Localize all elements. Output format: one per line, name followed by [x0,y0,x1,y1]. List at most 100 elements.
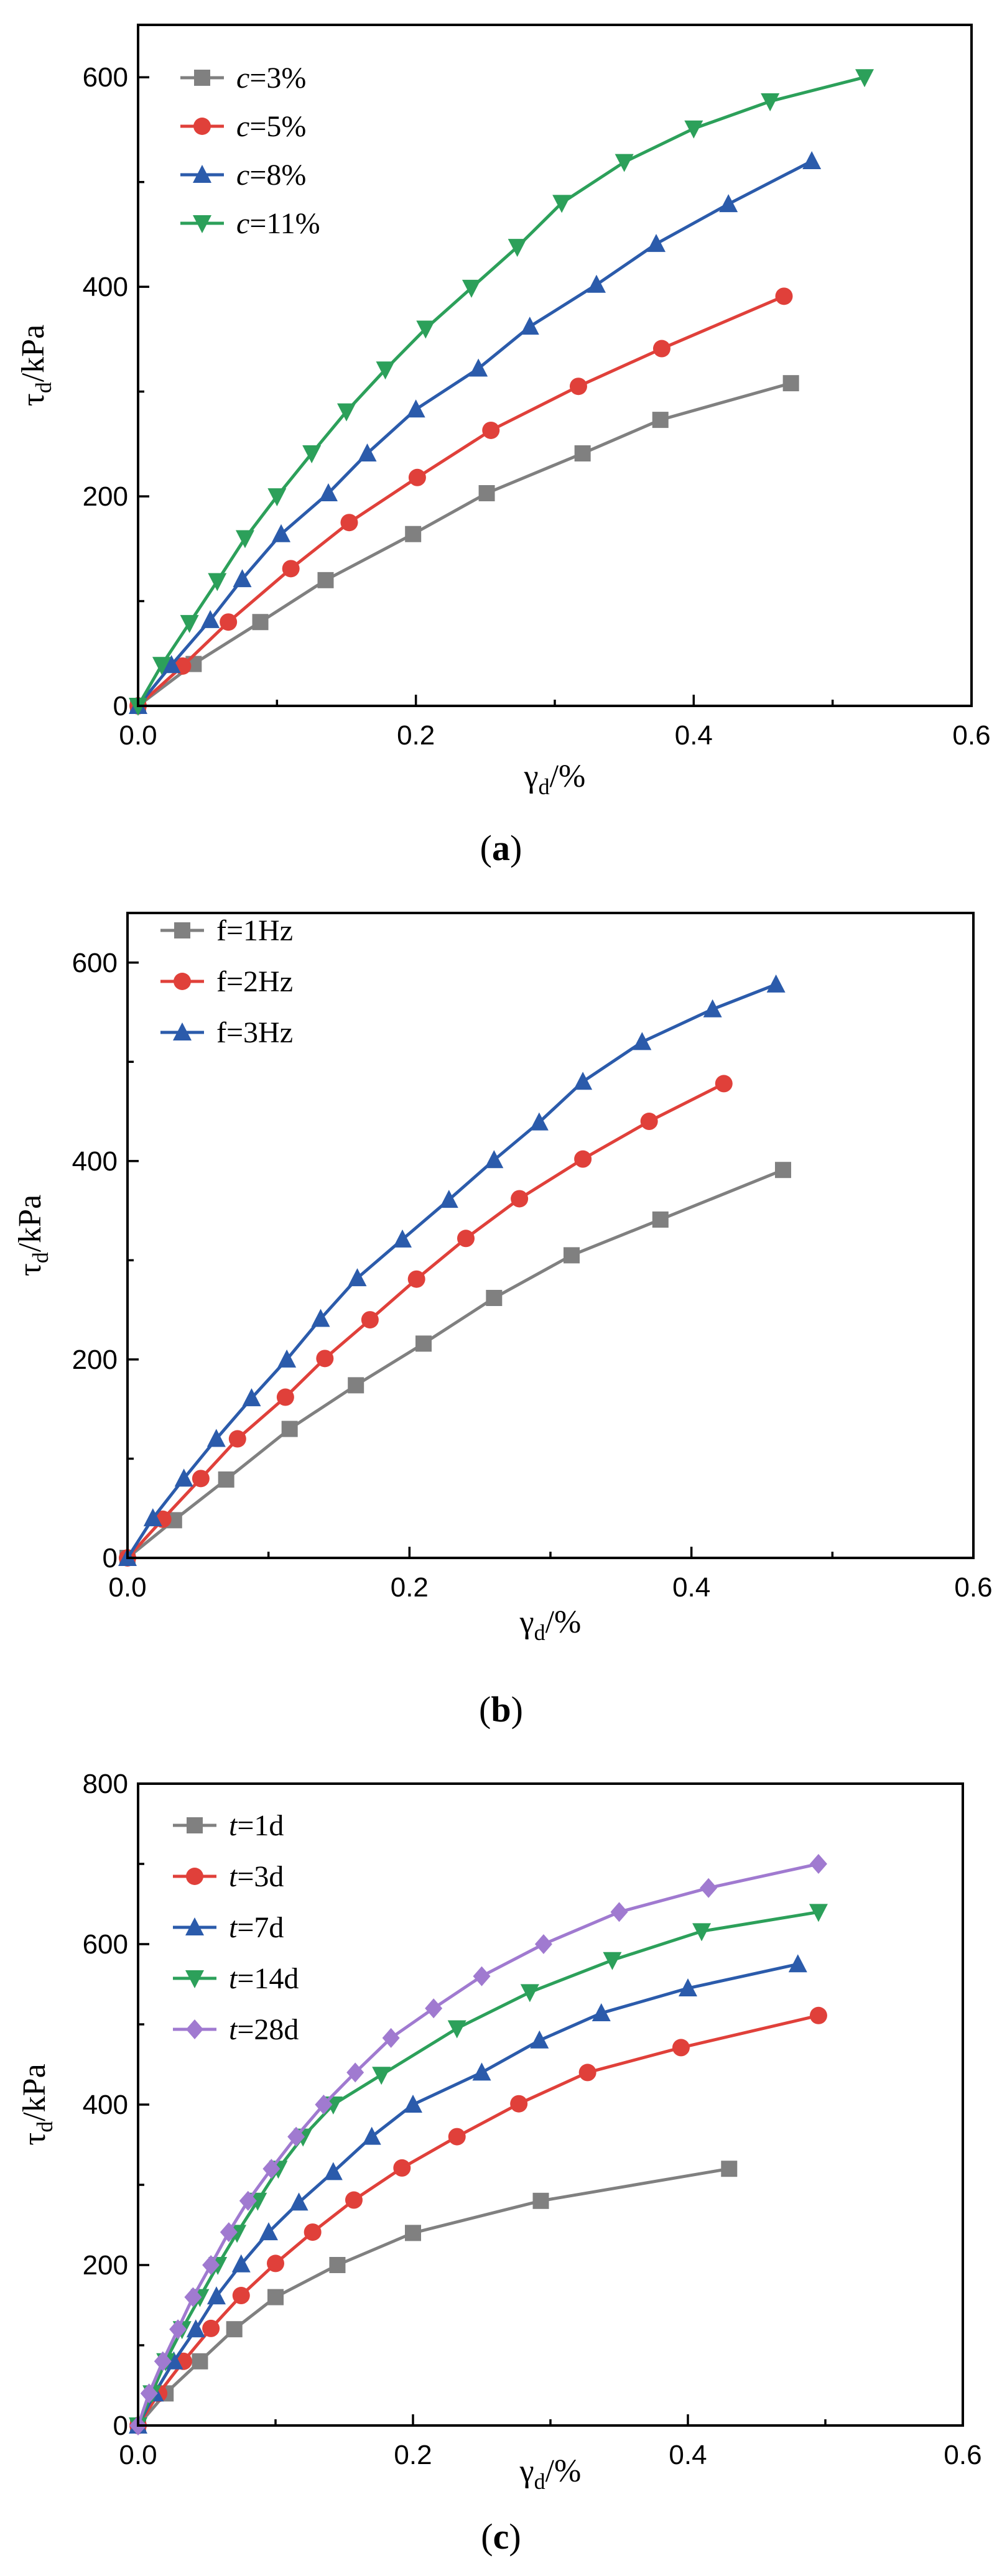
data-point [855,69,874,88]
data-point [143,1508,162,1527]
series-line [126,1168,784,1559]
x-axis-title: γd/% [519,1605,582,1645]
legend-marker [173,1022,192,1040]
data-point [766,974,786,993]
data-point [591,2003,611,2021]
series-2 [129,287,793,715]
data-point [573,1072,593,1090]
legend-entry-2: f=2Hz [160,965,293,998]
series-1 [119,1162,791,1566]
data-point [282,560,300,578]
data-point [186,2319,205,2338]
data-point [439,1190,458,1208]
series-3 [129,151,822,714]
data-point [140,2383,158,2404]
data-point [703,999,722,1017]
series-4 [129,69,874,716]
y-tick-label: 200 [72,1345,118,1375]
plot-frame [126,912,975,1559]
series-line [136,1862,819,2426]
legend-marker [194,70,210,86]
x-tick-label: 0.6 [954,1572,992,1603]
chart-c-caption-letter: c [493,2516,509,2557]
data-point [162,655,181,674]
data-point [520,317,539,335]
legend-label: c=8% [236,159,306,192]
x-axis-title: γd/% [519,2453,582,2494]
data-point [532,2192,549,2209]
x-tick-label: 0.0 [119,2440,157,2470]
data-point [782,375,799,392]
data-point [587,274,606,293]
data-point [154,2351,172,2371]
data-point [202,2255,220,2275]
x-tick-label: 0.2 [397,720,435,751]
legend-label: f=2Hz [216,965,293,998]
data-point [174,1468,193,1487]
data-point [202,2319,220,2337]
data-point [337,403,356,422]
data-point [206,1429,226,1447]
data-point [235,530,254,549]
chart-panel-b: 0.0 0.2 0.4 0.6 0 200 400 600 γd/% τd/kPa f=1Hz f=2… [0,883,1002,1754]
data-point [603,1952,622,1970]
series-line [136,1962,799,2427]
legend-marker [193,165,211,183]
data-point [311,1309,330,1327]
series-line [126,983,777,1559]
data-point [218,1471,234,1488]
data-point [684,120,703,139]
x-tick-label: 0.0 [119,720,157,751]
chart-a-caption: (a) [480,828,522,868]
data-point [329,2257,346,2273]
data-point [358,443,377,462]
data-point [323,2162,343,2180]
data-point [692,1923,712,1942]
data-point [447,2020,466,2039]
data-point [520,1984,539,2003]
data-point [534,1934,552,1954]
series-line [137,2167,730,2427]
data-point [304,2223,322,2241]
data-point [262,2159,281,2179]
data-point [362,2126,381,2145]
data-point [317,572,334,588]
series-1 [130,375,799,714]
data-point [276,1388,294,1406]
chart-a-caption-letter: a [492,828,510,868]
data-point [700,1878,718,1898]
data-point [721,2161,738,2177]
x-tick-label: 0.4 [669,2440,707,2470]
data-point [267,2289,284,2305]
data-point [809,1854,827,1874]
y-tick-label: 600 [83,1929,128,1960]
series-line [137,381,792,707]
data-point [267,488,287,507]
data-point [281,1420,298,1437]
data-point [457,1230,475,1248]
chart-panel-c: 0.0 0.2 0.4 0.6 0 200 400 600 800 γd/% τd/kPa t=1d t… [0,1754,1002,2576]
data-point [511,1190,529,1208]
data-point [340,514,358,532]
data-point [485,1150,504,1169]
data-point [406,399,425,418]
data-point [775,1162,791,1179]
y-axis-title: τd/kPa [17,2064,57,2145]
legend-label: f=1Hz [216,914,293,947]
legend-marker [185,1970,204,1988]
data-point [239,2190,257,2211]
legend-entry-1: c=3% [180,62,306,95]
data-point [376,361,395,380]
chart-b-svg: 0.0 0.2 0.4 0.6 0 200 400 600 γd/% τd/kPa f=1Hz f=2… [12,912,993,1645]
y-tick-label: 200 [83,481,128,512]
data-point [348,1377,364,1394]
data-point [788,1954,807,1973]
legend-marker [174,922,190,938]
data-point [425,1998,443,2019]
data-point [448,2128,466,2146]
data-point [164,2351,183,2370]
legend-entry-1: f=1Hz [160,914,293,947]
chart-panel-a: 0.0 0.2 0.4 0.6 0 200 400 600 γd/% τd/kPa c=3% c=5%… [0,0,1002,883]
data-point [415,1335,432,1352]
legend-label: c=11% [236,207,320,240]
